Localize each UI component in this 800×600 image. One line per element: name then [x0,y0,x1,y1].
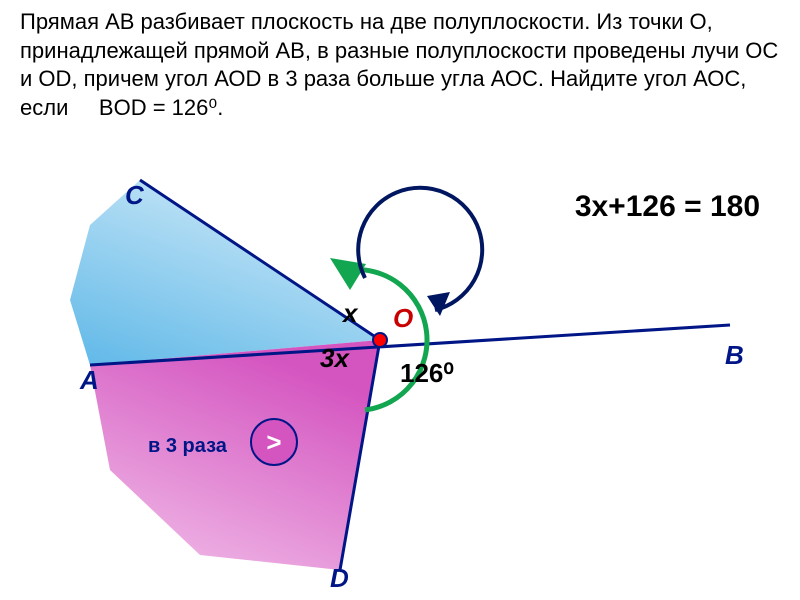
label-b: В [725,340,744,371]
label-c: С [125,180,144,211]
problem-statement: Прямая АВ разбивает плоскость на две пол… [20,8,780,122]
arc-bod [358,188,482,310]
halfplane-top [70,180,380,365]
geometry-diagram: С А В D О х 3х 126⁰ в 3 раза > [30,170,770,590]
label-angle-bod: 126⁰ [400,358,454,389]
label-3x: 3х [320,343,349,374]
halfplane-bottom [90,340,380,570]
label-x: х [343,298,357,329]
point-o [373,333,387,347]
badge-greater: > [250,418,298,466]
label-multiplier: в 3 раза [148,435,227,458]
label-o: О [393,303,413,334]
label-a: А [80,365,99,396]
label-d: D [330,563,349,594]
